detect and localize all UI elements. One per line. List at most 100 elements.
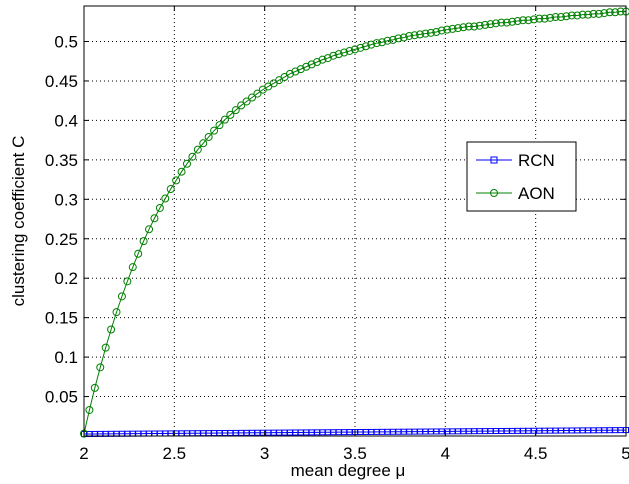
data-point-aon — [399, 33, 408, 42]
data-point-aon — [383, 36, 392, 45]
data-point-aon — [161, 194, 170, 203]
x-tick-label: 2.5 — [163, 444, 187, 463]
data-point-aon — [318, 55, 327, 64]
data-point-aon — [486, 20, 495, 29]
y-tick-label: 0.25 — [45, 230, 78, 249]
data-point-aon — [475, 21, 484, 30]
x-tick-label: 4.5 — [524, 444, 548, 463]
data-point-aon — [551, 13, 560, 22]
y-tick-label: 0.3 — [54, 190, 78, 209]
data-point-aon — [594, 9, 603, 18]
legend-marker-rcn — [490, 156, 498, 164]
data-point-aon — [172, 176, 181, 185]
data-point-aon — [117, 292, 126, 301]
data-point-aon — [107, 325, 116, 334]
data-point-aon — [226, 110, 235, 119]
data-point-aon — [307, 60, 316, 69]
data-point-aon — [470, 22, 479, 31]
x-tick-label: 2 — [79, 444, 88, 463]
data-point-aon — [134, 249, 143, 258]
data-point-aon — [248, 93, 257, 102]
data-point-aon — [443, 25, 452, 34]
data-point-aon — [302, 62, 311, 71]
data-point-aon — [556, 13, 565, 22]
data-point-aon — [491, 19, 500, 28]
data-point-aon — [199, 139, 208, 148]
data-point-aon — [513, 16, 522, 25]
data-point-aon — [145, 225, 154, 234]
y-tick-label: 0.15 — [45, 309, 78, 328]
data-point-aon — [329, 51, 338, 60]
x-tick-label: 4 — [441, 444, 450, 463]
legend-label-rcn: RCN — [518, 151, 555, 170]
legend-label-aon: AON — [518, 184, 555, 203]
data-point-aon — [437, 26, 446, 35]
data-point-aon — [410, 31, 419, 40]
y-tick-label: 0.2 — [54, 269, 78, 288]
data-point-aon — [361, 42, 370, 51]
data-point-aon — [296, 65, 305, 74]
data-point-aon — [150, 214, 159, 223]
data-point-aon — [220, 115, 229, 124]
data-point-aon — [193, 145, 202, 154]
x-tick-label: 5 — [621, 444, 629, 463]
ticks — [83, 6, 627, 436]
data-point-aon — [155, 203, 164, 212]
data-point-aon — [112, 308, 121, 317]
y-tick-label: 0.35 — [45, 151, 78, 170]
y-tick-label: 0.45 — [45, 72, 78, 91]
data-point-aon — [313, 58, 322, 67]
data-point-aon — [345, 46, 354, 55]
legend: RCN AON — [466, 141, 577, 212]
data-point-aon — [96, 363, 105, 372]
data-point-aon — [90, 383, 99, 392]
data-point-aon — [123, 277, 132, 286]
data-point-aon — [464, 22, 473, 31]
y-tick-labels: 0.05 0.1 0.15 0.2 0.25 0.3 0.35 0.4 0.45 0.5 — [45, 33, 78, 407]
data-point-aon — [578, 10, 587, 19]
data-point-aon — [101, 343, 110, 352]
data-point-aon — [285, 69, 294, 78]
data-point-aon — [616, 7, 625, 16]
data-point-aon — [204, 132, 213, 141]
x-tick-labels: 2 2.5 3 3.5 4 4.5 5 — [79, 444, 629, 463]
data-point-aon — [378, 38, 387, 47]
data-point-aon — [508, 17, 517, 26]
data-point-aon — [139, 237, 148, 246]
data-point-aon — [453, 24, 462, 33]
data-point-aon — [291, 67, 300, 76]
y-tick-label: 0.1 — [54, 348, 78, 367]
data-point-aon — [481, 20, 490, 29]
data-point-aon — [584, 10, 593, 19]
data-point-aon — [340, 48, 349, 57]
data-point-aon — [546, 13, 555, 22]
data-point-aon — [394, 34, 403, 43]
data-point-aon — [535, 14, 544, 23]
y-tick-label: 0.5 — [54, 33, 78, 52]
data-point-aon — [323, 54, 332, 63]
data-point-aon — [166, 185, 175, 194]
data-point-aon — [372, 39, 381, 48]
legend-box — [466, 141, 577, 212]
data-point-aon — [210, 126, 219, 135]
data-point-aon — [421, 29, 430, 38]
data-point-aon — [242, 97, 251, 106]
data-point-aon — [519, 16, 528, 25]
data-point-aon — [388, 35, 397, 44]
data-point-aon — [573, 11, 582, 20]
y-tick-label: 0.05 — [45, 388, 78, 407]
data-point-aon — [540, 14, 549, 23]
series-aon — [80, 7, 629, 438]
data-point-aon — [351, 45, 359, 54]
y-axis-label: clustering coefficient C — [9, 136, 28, 307]
data-point-aon — [524, 16, 533, 25]
data-point-aon — [448, 24, 457, 33]
data-point-aon — [605, 8, 614, 17]
data-point-aon — [405, 31, 414, 40]
y-tick-label: 0.4 — [54, 111, 78, 130]
data-point-aon — [529, 15, 538, 24]
data-point-aon — [426, 28, 435, 37]
x-axis-label: mean degree μ — [291, 461, 406, 480]
data-point-aon — [611, 8, 620, 17]
